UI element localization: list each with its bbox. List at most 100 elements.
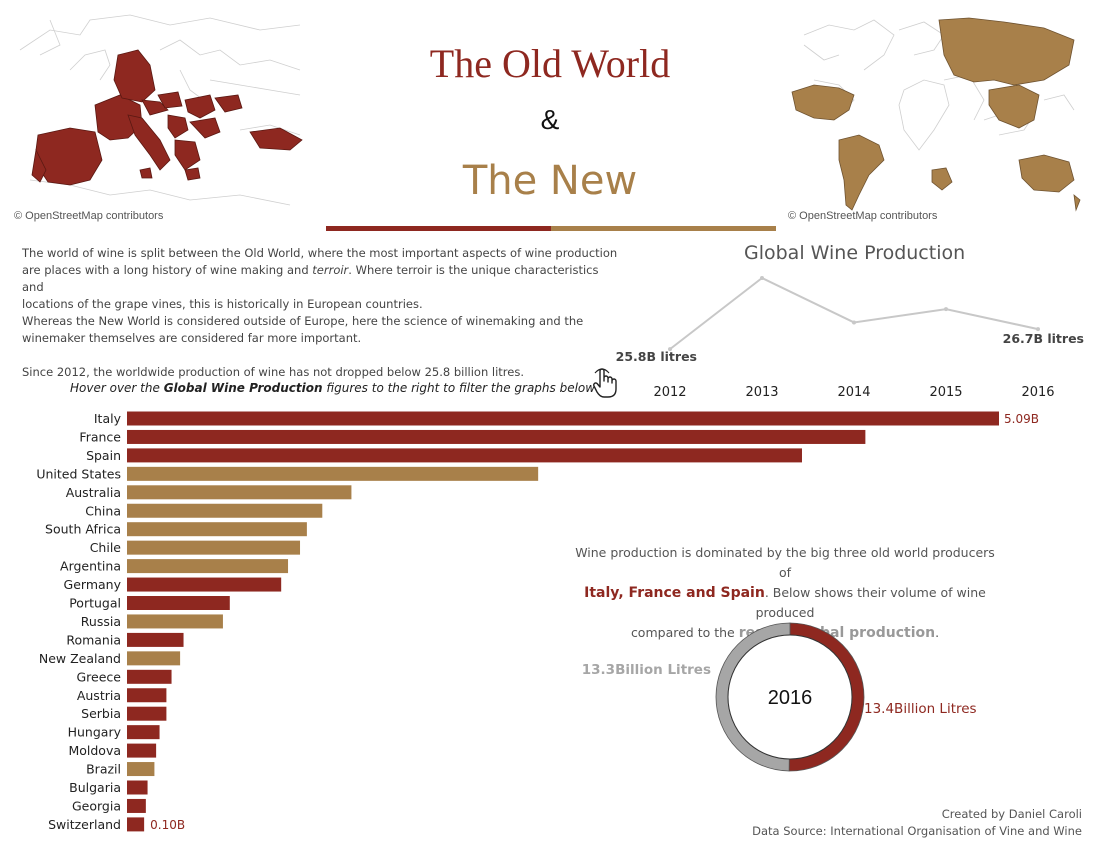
bar-romania (127, 632, 184, 647)
production-point-2016 (1036, 327, 1040, 332)
production-point-2015 (944, 307, 948, 312)
donut-desc-line-3-end: . (935, 625, 940, 640)
bar-label-united-states: United States (36, 466, 121, 481)
bar-label-china: China (85, 503, 121, 518)
world-map-graphic (791, 17, 1081, 212)
bar-south-africa (127, 522, 307, 537)
bar-label-greece: Greece (77, 669, 122, 684)
map-credit-left: © OpenStreetMap contributors (14, 210, 164, 222)
bar-label-brazil: Brazil (86, 762, 121, 777)
bar-label-south-africa: South Africa (45, 522, 121, 537)
year-label-2012: 2012 (653, 385, 686, 400)
first-value-label: 25.8B litres (616, 349, 697, 364)
world-map[interactable]: © OpenStreetMap contributors (784, 10, 1084, 222)
bar-label-spain: Spain (86, 448, 121, 463)
bar-russia (127, 614, 223, 629)
country-production-bar-chart[interactable]: Italy 5.09B France Spain United States Austra… (0, 410, 1060, 846)
bar-label-hungary: Hungary (68, 725, 122, 740)
bar-label-serbia: Serbia (81, 706, 121, 721)
donut-label-rest: 13.3Billion Litres (582, 662, 711, 678)
bar-portugal (127, 596, 230, 610)
bar-moldova (127, 743, 157, 758)
production-point-2014 (852, 320, 856, 325)
hover-bold: Global Wine Production (163, 381, 323, 395)
bar-label-argentina: Argentina (60, 559, 121, 574)
global-production-line-chart[interactable]: 2012 2013 2014 2015 2016 25.8B litres 26.7B li… (600, 270, 1090, 405)
year-label-2015: 2015 (929, 385, 962, 400)
bar-label-bulgaria: Bulgaria (69, 780, 121, 795)
bar-italy (127, 411, 999, 426)
intro-text: The world of wine is split between the O… (22, 245, 622, 381)
title-old-world: The Old World (429, 41, 671, 86)
year-label-2014: 2014 (837, 385, 870, 400)
europe-map[interactable]: © OpenStreetMap contributors (10, 10, 310, 222)
intro-gap (22, 347, 622, 364)
bar-label-australia: Australia (66, 485, 121, 500)
bar-bulgaria (127, 780, 148, 795)
bar-france (127, 429, 866, 444)
donut-desc-line-2-rest: . Below shows their volume of wine produ… (755, 585, 986, 620)
bar-label-new-zealand: New Zealand (39, 651, 121, 666)
production-line (669, 276, 1039, 350)
donut-desc-big-three: Italy, France and Spain (584, 585, 765, 601)
bar-label-germany: Germany (64, 577, 122, 592)
donut-hole (727, 634, 853, 760)
bar-label-portugal: Portugal (69, 596, 121, 611)
bar-australia (127, 485, 352, 500)
donut-label-big-three: 13.4Billion Litres (864, 701, 977, 717)
production-share-donut[interactable]: 2016 13.4Billion Litres 13.3Billion Litres (580, 615, 1010, 785)
intro-line-3: locations of the grape vines, this is hi… (22, 297, 423, 311)
donut-desc-line-1: Wine production is dominated by the big … (575, 545, 995, 580)
hover-prefix: Hover over the (70, 381, 164, 395)
bar-label-georgia: Georgia (72, 798, 121, 813)
bar-label-italy: Italy (94, 411, 122, 426)
intro-line-4: Whereas the New World is considered outs… (22, 314, 584, 328)
production-point-2013 (760, 276, 764, 280)
bar-label-romania: Romania (66, 632, 121, 647)
bar-value-max: 5.09B (1004, 412, 1039, 426)
created-by: Created by Daniel Caroli (941, 807, 1082, 821)
bar-label-france: France (79, 429, 121, 444)
intro-line-2: are places with a long history of wine m… (22, 262, 622, 296)
donut-desc-line-3-pre: compared to the (630, 625, 739, 640)
bar-argentina (127, 559, 289, 574)
intro-terroir: terroir (312, 263, 349, 277)
bar-label-austria: Austria (77, 688, 121, 703)
donut-desc-line-2: Italy, France and Spain. Below shows the… (570, 583, 1000, 623)
bar-label-chile: Chile (90, 540, 122, 555)
bar-label-moldova: Moldova (68, 743, 121, 758)
bar-germany (127, 577, 282, 592)
bar-united-states (127, 466, 539, 481)
global-production-title: Global Wine Production (744, 242, 966, 264)
data-source: Data Source: International Organisation … (752, 824, 1082, 838)
bar-switzerland (127, 817, 145, 832)
bar-new-zealand (127, 651, 181, 666)
donut-description: Wine production is dominated by the big … (570, 543, 1000, 643)
bar-label-russia: Russia (81, 614, 121, 629)
bar-china (127, 503, 323, 518)
bar-serbia (127, 706, 167, 721)
bar-label-switzerland: Switzerland (48, 817, 121, 832)
bar-georgia (127, 798, 146, 813)
production-point-2012 (668, 347, 672, 352)
hover-instruction: Hover over the Global Wine Production fi… (70, 381, 600, 395)
title-ampersand: & (540, 104, 560, 135)
intro-line-2c: . Where terroir is the unique characteri… (22, 263, 599, 294)
title-underline-new (551, 226, 776, 231)
map-credit-right: © OpenStreetMap contributors (788, 210, 938, 222)
intro-line-1: The world of wine is split between the O… (22, 246, 618, 260)
bar-value-min: 0.10B (150, 818, 185, 832)
bar-hungary (127, 725, 160, 740)
intro-line-6: Since 2012, the worldwide production of … (22, 365, 525, 379)
intro-line-5: winemaker themselves are considered far … (22, 331, 362, 345)
hover-suffix: figures to the right to filter the graph… (322, 381, 596, 395)
year-label-2016: 2016 (1021, 385, 1054, 400)
intro-line-2a: are places with a long history of wine m… (22, 263, 313, 277)
bar-greece (127, 669, 172, 684)
hand-pointer-icon (592, 367, 618, 403)
europe-map-graphic (19, 14, 303, 206)
bar-austria (127, 688, 167, 703)
bar-brazil (127, 762, 155, 777)
donut-center-year: 2016 (768, 687, 813, 709)
title-new-world: The New (462, 158, 638, 204)
